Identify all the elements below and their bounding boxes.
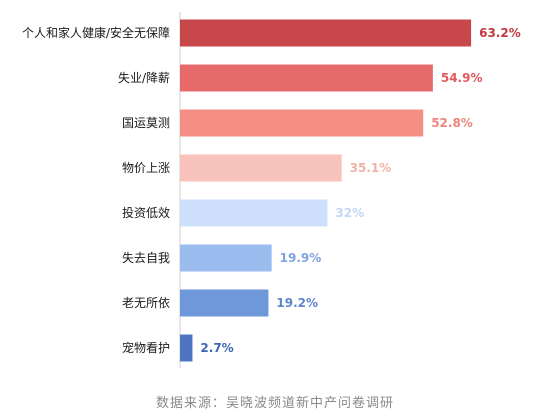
value-label: 63.2% <box>479 26 521 40</box>
category-label: 个人和家人健康/安全无保障 <box>22 25 170 40</box>
bar <box>180 244 272 272</box>
category-label: 失业/降薪 <box>118 70 170 85</box>
category-label: 失去自我 <box>122 250 170 265</box>
bar <box>180 334 193 362</box>
bar <box>180 289 269 317</box>
bar <box>180 109 424 137</box>
value-label: 19.2% <box>276 296 318 310</box>
source-note: 数据来源：吴晓波频道新中产问卷调研 <box>155 396 394 411</box>
value-label: 2.7% <box>200 341 233 355</box>
bar <box>180 19 472 47</box>
value-label: 19.9% <box>280 251 322 265</box>
bar <box>180 199 328 227</box>
value-label: 52.8% <box>431 116 473 130</box>
category-label: 宠物看护 <box>122 340 170 355</box>
value-label: 54.9% <box>441 71 483 85</box>
bar <box>180 154 342 182</box>
category-label: 国运莫测 <box>122 116 170 130</box>
category-label: 物价上涨 <box>122 160 170 175</box>
category-label: 投资低效 <box>122 205 170 220</box>
value-label: 35.1% <box>350 161 392 175</box>
category-label: 老无所依 <box>122 295 170 310</box>
bars-layer: 个人和家人健康/安全无保障 63.2% 失业/降薪 54.9% 国运莫测 52.8% 物价上… <box>22 19 521 362</box>
bar <box>180 64 433 92</box>
value-label: 32% <box>335 206 364 220</box>
